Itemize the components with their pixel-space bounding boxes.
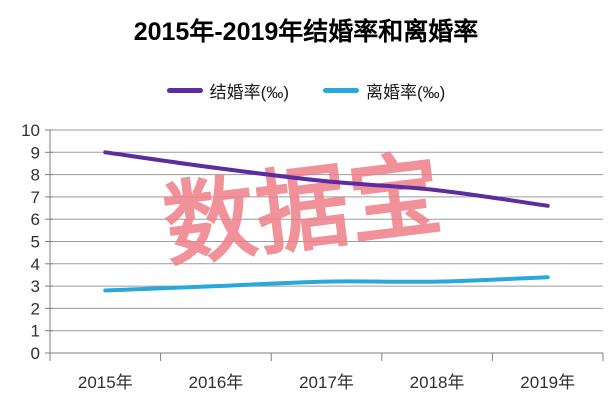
legend-label-marriage: 结婚率(‰) (209, 83, 289, 102)
x-tick-label: 2018年 (410, 373, 465, 392)
grid-layer (45, 129, 604, 361)
legend-item-divorce-rate: 离婚率(‰) (323, 78, 445, 103)
y-tick-label: 5 (31, 233, 40, 252)
series-line-marriage (103, 150, 550, 208)
y-tick-label: 2 (31, 299, 40, 318)
y-tick-label: 6 (31, 210, 40, 229)
legend: 结婚率(‰) 离婚率(‰) (0, 78, 612, 103)
y-tick-label: 9 (31, 143, 40, 162)
series-line-divorce (103, 275, 550, 293)
chart-title: 2015年-2019年结婚率和离婚率 (133, 18, 479, 46)
x-tick-label: 2019年 (520, 373, 575, 392)
legend-line-swatch-divorce (323, 88, 359, 93)
y-tick-label: 0 (31, 344, 40, 363)
x-tick-label: 2015年 (78, 373, 133, 392)
axis-labels-layer: 0 1 2 3 4 5 6 7 8 9 10 2015年 2016年 2017年 2018年 2019年 (21, 121, 575, 392)
x-tick-label: 2016年 (188, 373, 243, 392)
legend-label-divorce: 离婚率(‰) (366, 83, 446, 102)
y-tick-label: 3 (31, 277, 40, 296)
y-tick-label: 8 (31, 166, 40, 185)
watermark: 数据宝 (158, 143, 447, 278)
y-tick-label: 10 (21, 121, 40, 140)
legend-item-marriage-rate: 结婚率(‰) (166, 78, 289, 103)
y-tick-label: 1 (31, 322, 40, 341)
series-layer (103, 150, 550, 293)
y-tick-label: 4 (31, 255, 40, 274)
legend-line-swatch-marriage (166, 88, 203, 93)
x-tick-label: 2017年 (299, 373, 354, 392)
y-tick-label: 7 (31, 188, 40, 207)
